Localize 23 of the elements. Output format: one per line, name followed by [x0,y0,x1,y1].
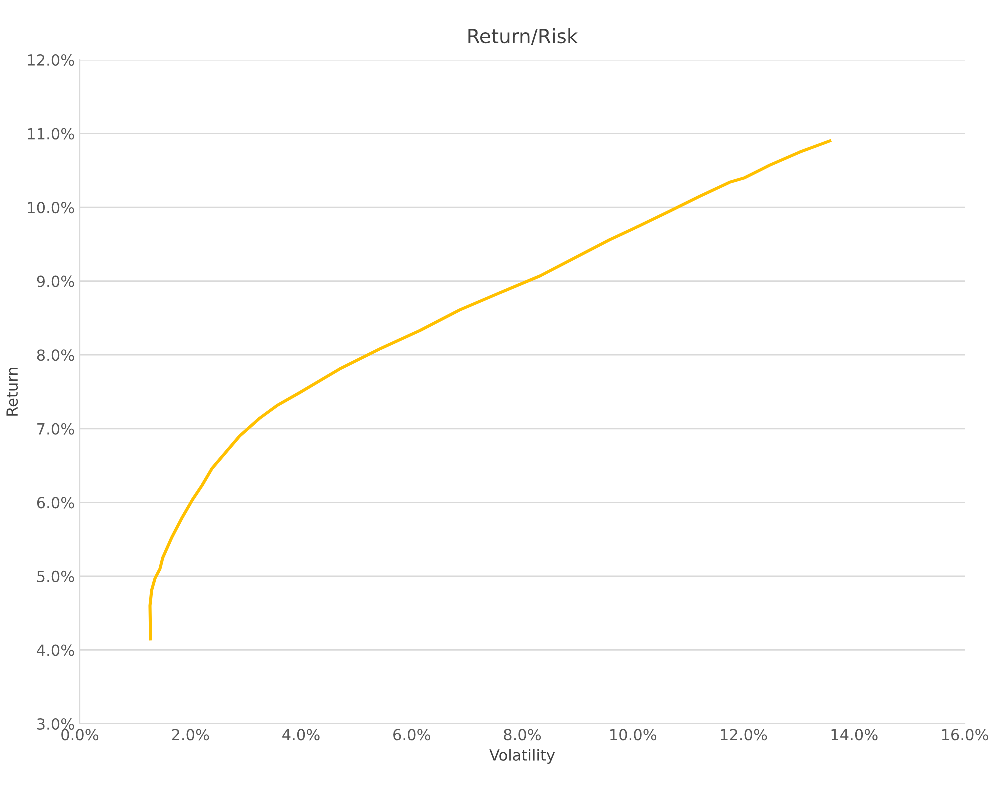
y-tick-label: 9.0% [37,276,74,288]
y-tick-label: 4.0% [37,644,74,656]
x-tick-label: 14.0% [832,729,878,741]
x-tick-label: 16.0% [942,729,988,741]
x-tick-label: 4.0% [282,729,320,741]
y-tick-label: 6.0% [37,497,74,509]
y-tick-label: 12.0% [28,54,74,66]
x-tick-label: 0.0% [62,729,99,741]
y-tick-label: 10.0% [28,202,74,214]
y-tick-label: 8.0% [37,350,74,362]
y-tick-label: 5.0% [38,570,74,582]
x-tick-label: 8.0% [504,729,542,741]
x-axis-title: Volatility [490,749,556,764]
y-tick-label: 11.0% [28,128,74,140]
x-tick-label: 12.0% [721,729,768,741]
line-series [148,140,832,641]
x-tick-label: 6.0% [394,729,430,741]
x-tick-label: 10.0% [610,729,657,741]
y-tick-label: 3.0% [37,718,74,730]
chart-title: Return/Risk [468,28,578,46]
y-axis-title: Return [6,368,18,416]
y-tick-label: 7.0% [38,423,74,435]
x-tick-label: 2.0% [172,729,210,741]
